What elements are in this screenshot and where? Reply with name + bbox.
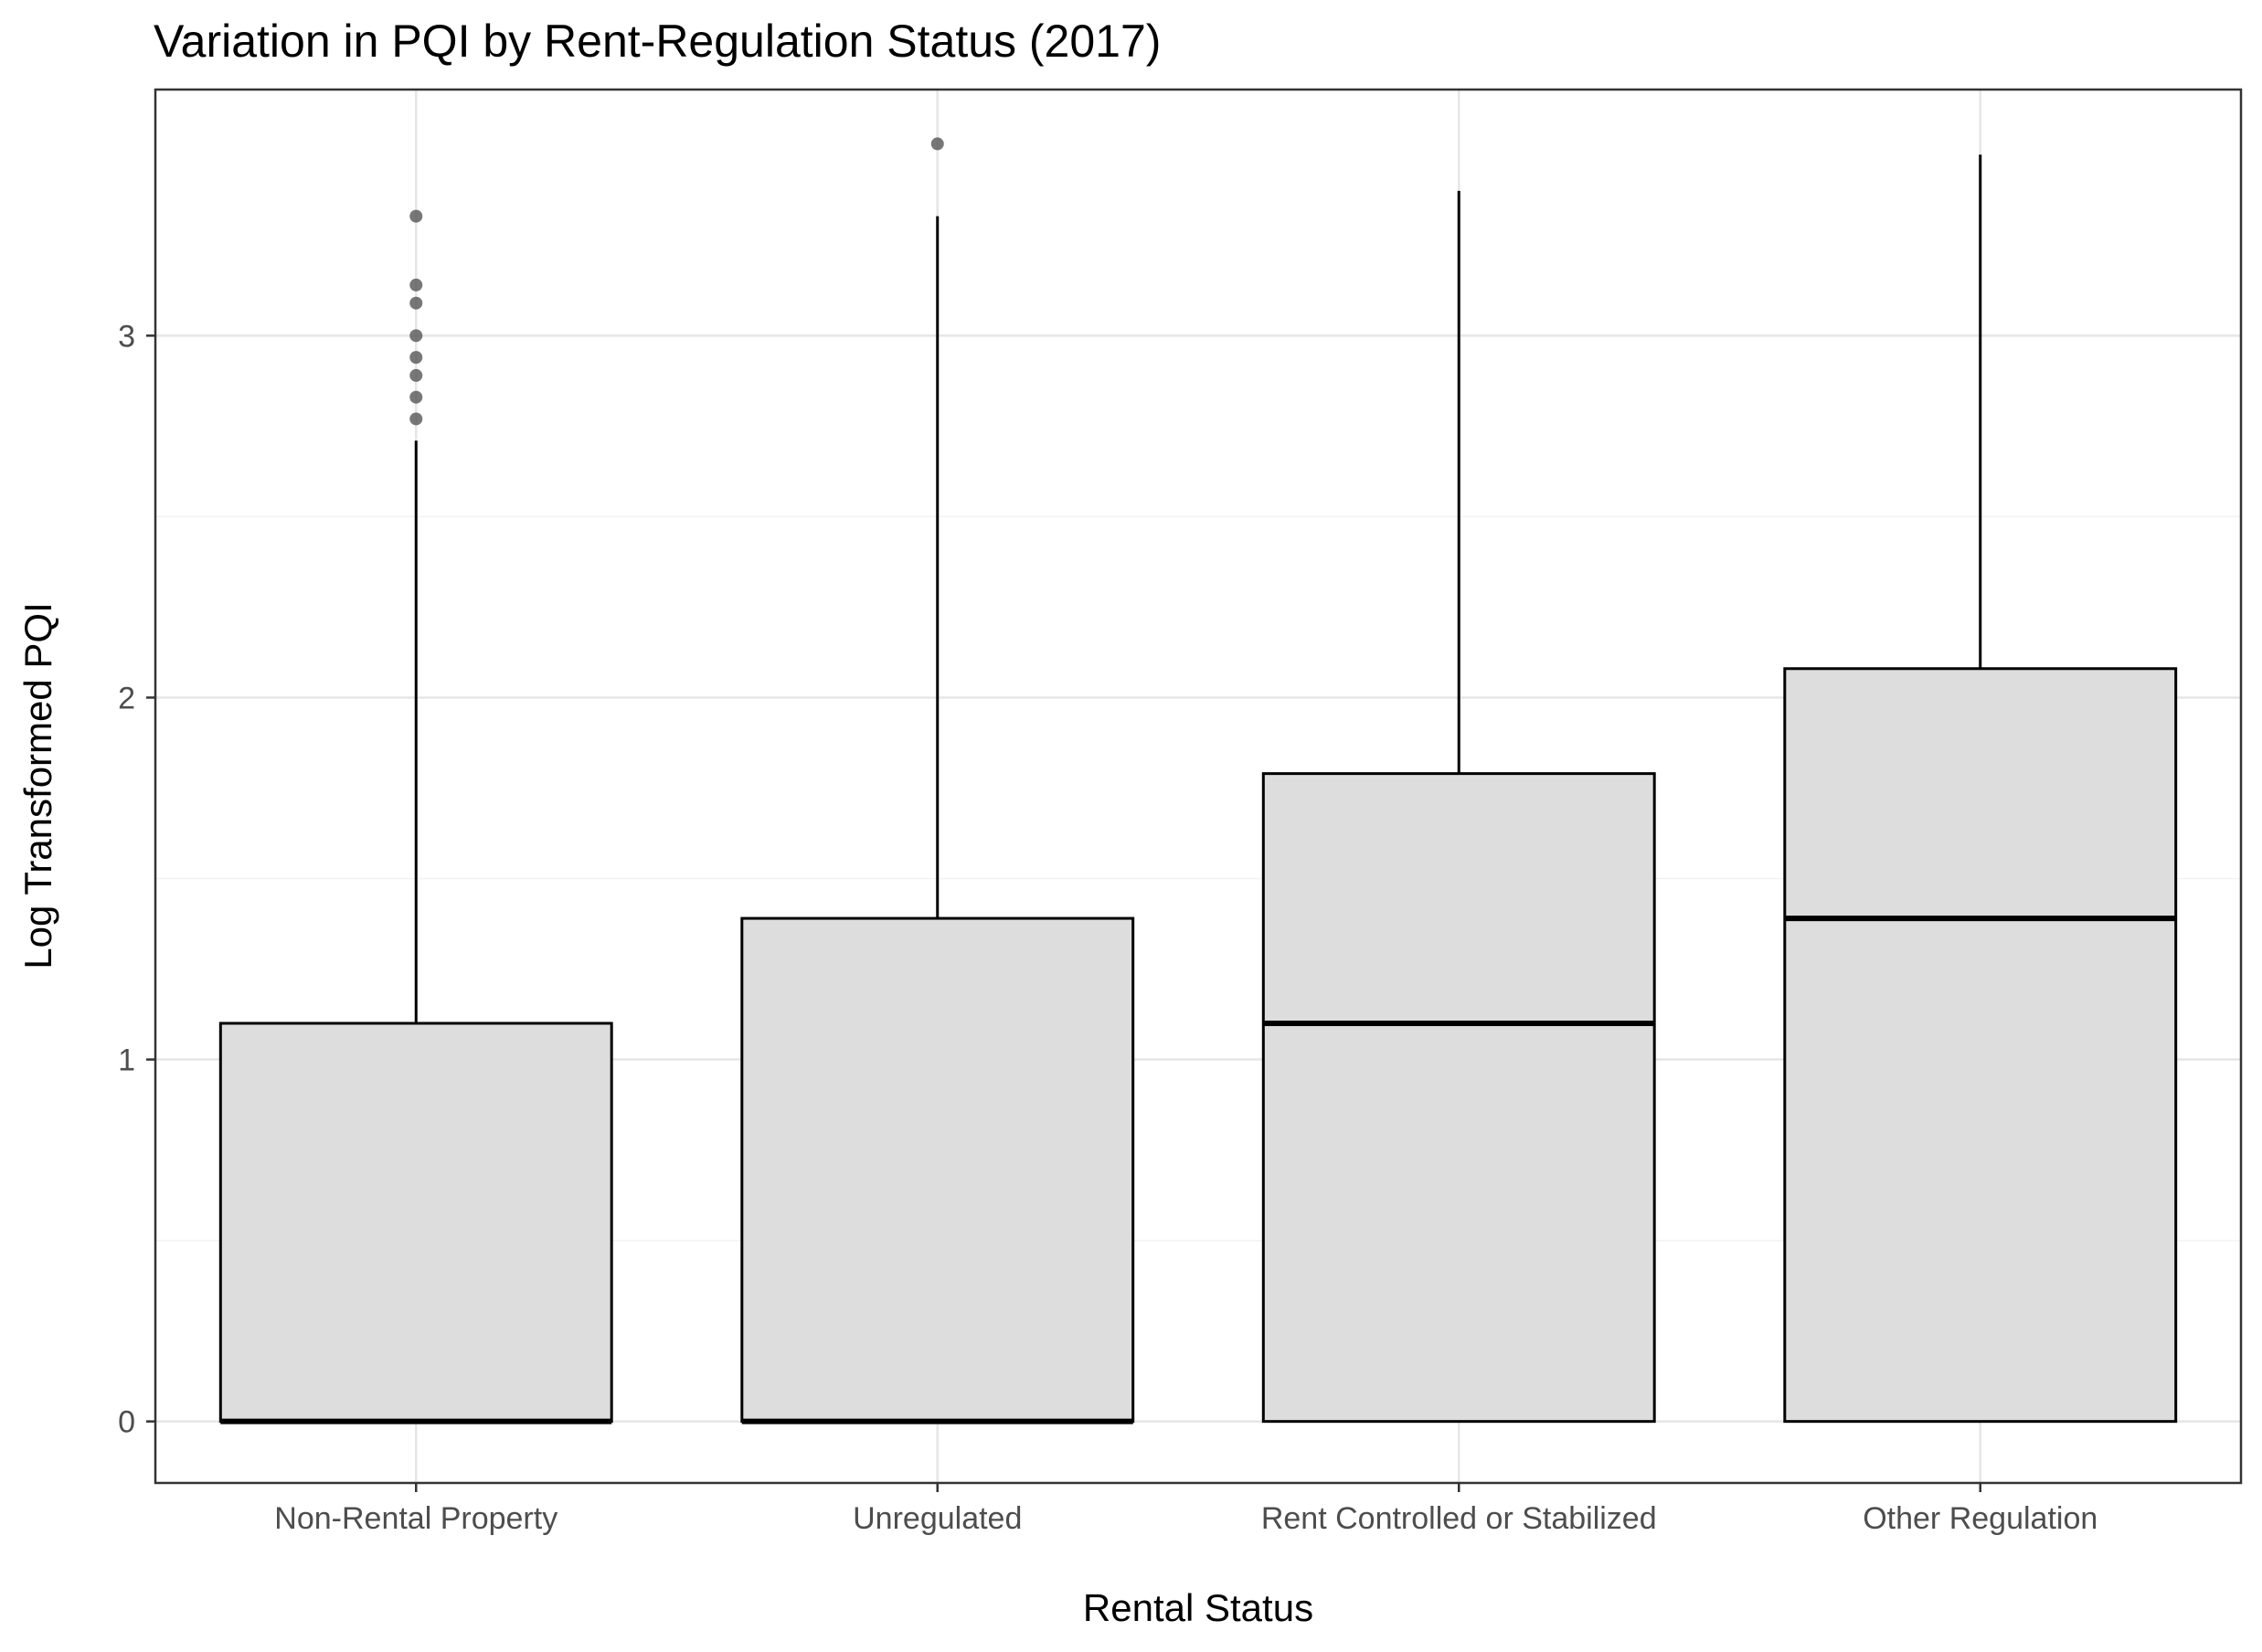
- x-tick-label: Other Regulation: [1863, 1501, 2097, 1536]
- outlier-point: [409, 412, 423, 426]
- box-group: [1783, 154, 2178, 1424]
- box-iqr: [218, 1022, 613, 1424]
- x-tick-label: Unregulated: [853, 1501, 1022, 1536]
- box-iqr: [1261, 772, 1656, 1424]
- box-iqr: [740, 916, 1135, 1424]
- outlier-point: [409, 368, 423, 382]
- box-iqr: [1783, 667, 2178, 1424]
- outlier-point: [409, 390, 423, 404]
- chart-title: Variation in PQI by Rent-Regulation Stat…: [154, 16, 1161, 67]
- box-layer: [218, 137, 2178, 1424]
- box-group: [740, 137, 1135, 1424]
- box-group: [1261, 190, 1656, 1424]
- outlier-point: [409, 278, 423, 291]
- box-group: [218, 209, 613, 1424]
- x-tick-label: Non-Rental Property: [274, 1501, 558, 1536]
- y-tick-label: 1: [118, 1043, 135, 1078]
- x-tick-label: Rent Controlled or Stabilized: [1261, 1501, 1657, 1536]
- x-axis-title: Rental Status: [1083, 1586, 1313, 1629]
- outlier-point: [409, 329, 423, 343]
- y-tick-label: 3: [118, 319, 135, 354]
- y-tick-label: 0: [118, 1405, 135, 1440]
- y-axis-title: Log Transformed PQI: [16, 602, 59, 969]
- outlier-point: [409, 209, 423, 223]
- plot-panel-border: [154, 88, 2243, 1485]
- outlier-point: [409, 351, 423, 365]
- outlier-point: [409, 296, 423, 310]
- outlier-point: [930, 137, 944, 151]
- y-tick-label: 2: [118, 681, 135, 715]
- axis-layer: 0 1 2 3 Non-Rental Property Unregulated Rent C…: [118, 319, 2097, 1536]
